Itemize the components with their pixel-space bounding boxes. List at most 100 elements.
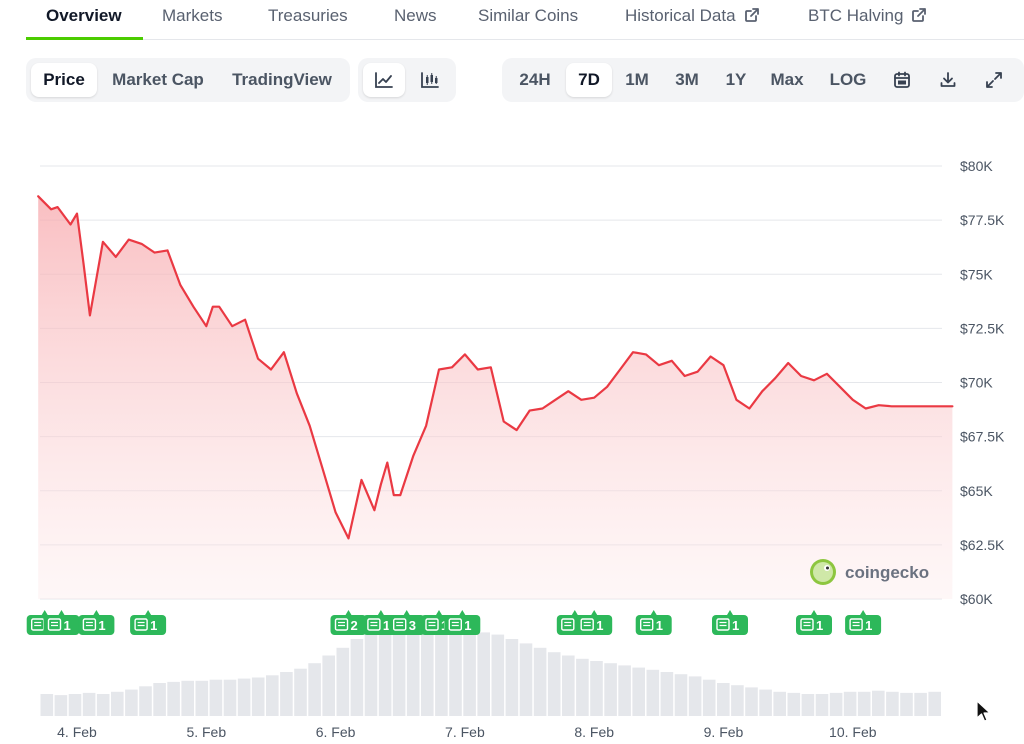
tab-markets[interactable]: Markets bbox=[162, 6, 223, 25]
tradingview-button[interactable]: TradingView bbox=[232, 70, 332, 89]
volume-bar bbox=[195, 680, 209, 716]
news-markers: 111121311111111 bbox=[26, 610, 882, 635]
news-badge-count: 1 bbox=[464, 618, 471, 633]
x-tick-label: 9. Feb bbox=[704, 724, 744, 740]
volume-bar bbox=[745, 687, 758, 716]
tab-btc-halving-label: BTC Halving bbox=[808, 6, 904, 25]
volume-bar bbox=[604, 663, 617, 716]
news-badge[interactable]: 1 bbox=[712, 610, 748, 635]
news-badge-count: 1 bbox=[865, 618, 872, 633]
volume-bar bbox=[251, 677, 265, 716]
price-chart[interactable]: $80K $77.5K $75K $72.5K $70K $67.5K $65K $62.5K… bbox=[0, 110, 1024, 744]
volume-bar bbox=[914, 692, 927, 716]
range-max-button[interactable]: Max bbox=[770, 70, 804, 89]
volume-bar bbox=[674, 674, 688, 716]
range-1y-button[interactable]: 1Y bbox=[725, 70, 747, 89]
news-badge[interactable]: 1 bbox=[78, 610, 115, 635]
news-badge[interactable]: 1 bbox=[796, 610, 832, 635]
news-badge-count: 1 bbox=[98, 618, 105, 633]
news-badge-count: 2 bbox=[351, 618, 358, 633]
y-tick-label: $80K bbox=[960, 158, 993, 174]
range-3m-button[interactable]: 3M bbox=[675, 70, 699, 89]
external-link-icon bbox=[911, 7, 927, 28]
tab-similar-coins[interactable]: Similar Coins bbox=[478, 6, 579, 25]
y-tick-label: $65K bbox=[960, 483, 993, 499]
volume-bars bbox=[40, 622, 941, 716]
volume-bar bbox=[519, 643, 533, 716]
news-badge-count: 1 bbox=[596, 618, 603, 633]
y-tick-label: $62.5K bbox=[960, 537, 1005, 553]
volume-bar bbox=[68, 694, 82, 716]
view-mode-toggle: Price Market Cap TradingView bbox=[26, 58, 350, 102]
volume-bar bbox=[82, 692, 96, 716]
volume-bar bbox=[872, 690, 885, 716]
news-badge-pointer bbox=[436, 610, 442, 615]
volume-bar bbox=[928, 691, 941, 716]
tab-historical-data-label: Historical Data bbox=[625, 6, 736, 25]
volume-bar bbox=[125, 689, 138, 716]
newspaper-icon bbox=[367, 618, 381, 631]
volume-bar bbox=[181, 680, 194, 716]
range-7d-button[interactable]: 7D bbox=[566, 63, 612, 97]
volume-bar bbox=[435, 625, 448, 716]
volume-bar bbox=[111, 691, 124, 716]
download-icon[interactable] bbox=[928, 63, 968, 97]
news-badge-count: 1 bbox=[383, 618, 390, 633]
volume-bar bbox=[167, 681, 180, 716]
news-badge-pointer bbox=[811, 610, 817, 615]
candlestick-icon[interactable] bbox=[409, 63, 451, 97]
fullscreen-icon[interactable] bbox=[974, 63, 1014, 97]
newspaper-icon bbox=[716, 618, 730, 631]
volume-bar bbox=[223, 679, 237, 716]
news-badge[interactable]: 3 bbox=[388, 610, 425, 635]
price-button[interactable]: Price bbox=[31, 63, 97, 97]
y-tick-label: $77.5K bbox=[960, 212, 1005, 228]
tab-treasuries[interactable]: Treasuries bbox=[268, 6, 348, 25]
newspaper-icon bbox=[47, 618, 62, 631]
newspaper-icon bbox=[334, 618, 349, 631]
y-tick-label: $72.5K bbox=[960, 320, 1005, 336]
active-tab-indicator bbox=[26, 37, 143, 40]
volume-bar bbox=[533, 647, 547, 716]
volume-bar bbox=[40, 694, 54, 716]
x-tick-label: 7. Feb bbox=[445, 724, 485, 740]
range-24h-button[interactable]: 24H bbox=[519, 70, 551, 89]
tab-btc-halving[interactable]: BTC Halving bbox=[808, 6, 927, 28]
volume-bar bbox=[280, 672, 293, 716]
volume-bar bbox=[590, 661, 603, 716]
news-badge[interactable]: 2 bbox=[330, 610, 367, 635]
watermark-text: coingecko bbox=[845, 563, 929, 582]
log-scale-button[interactable]: LOG bbox=[829, 70, 867, 89]
x-axis: 4. Feb 5. Feb 6. Feb 7. Feb 8. Feb 9. Feb 10. … bbox=[57, 724, 877, 740]
news-badge-pointer bbox=[377, 610, 384, 615]
tab-overview[interactable]: Overview bbox=[46, 6, 122, 25]
volume-bar bbox=[139, 686, 152, 716]
x-tick-label: 5. Feb bbox=[186, 724, 226, 740]
volume-bar bbox=[392, 623, 406, 716]
volume-bar bbox=[562, 655, 575, 716]
news-badge[interactable]: 1 bbox=[845, 610, 882, 635]
news-badge-count: 1 bbox=[732, 618, 739, 633]
news-badge[interactable]: 1 bbox=[576, 610, 613, 635]
news-badge[interactable]: 1 bbox=[444, 610, 481, 635]
line-chart-icon[interactable] bbox=[363, 63, 405, 97]
news-badge-pointer bbox=[58, 610, 65, 615]
volume-bar bbox=[505, 639, 519, 716]
news-badge[interactable]: 1 bbox=[635, 610, 672, 635]
volume-bar bbox=[336, 647, 350, 716]
range-1m-button[interactable]: 1M bbox=[625, 70, 649, 89]
volume-bar bbox=[886, 691, 899, 716]
volume-bar bbox=[463, 630, 476, 716]
news-badge[interactable]: 1 bbox=[130, 610, 167, 635]
volume-bar bbox=[660, 672, 674, 716]
newspaper-icon bbox=[82, 618, 97, 631]
tab-news[interactable]: News bbox=[394, 6, 437, 25]
y-tick-label: $70K bbox=[960, 375, 993, 391]
chart-style-toggle bbox=[358, 58, 456, 102]
y-tick-label: $60K bbox=[960, 591, 993, 607]
news-badge[interactable]: 1 bbox=[43, 610, 80, 635]
calendar-icon[interactable] bbox=[882, 63, 922, 97]
tab-historical-data[interactable]: Historical Data bbox=[625, 6, 760, 28]
news-badge-pointer bbox=[93, 610, 100, 615]
market-cap-button[interactable]: Market Cap bbox=[112, 70, 204, 89]
